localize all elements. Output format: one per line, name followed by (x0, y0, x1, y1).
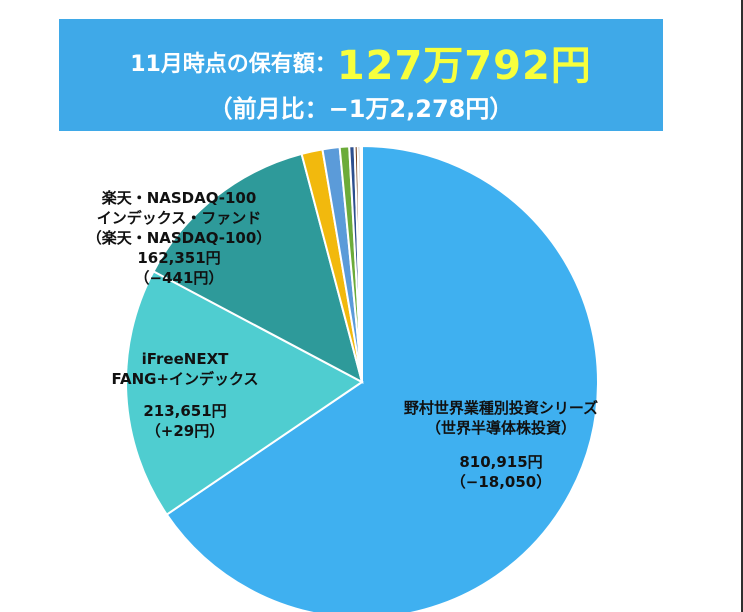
title-banner: 11月時点の保有額：127万792円 （前月比：−1万2,278円） (59, 19, 663, 131)
label-nomura-change: （−18,050） (450, 473, 552, 491)
label-rakuten-value: 162,351円 (137, 249, 221, 267)
label-nomura-line1: 野村世界業種別投資シリーズ (403, 399, 599, 417)
pie-slice-2 (152, 152, 364, 384)
label-ifree-line2: FANG+インデックス (111, 370, 259, 388)
right-border (741, 0, 743, 612)
title-label: 11月時点の保有額： (130, 52, 337, 77)
label-rakuten: 楽天・NASDAQ-100 インデックス・ファンド （楽天・NASDAQ-100… (70, 188, 288, 288)
label-ifree-change: （+29円） (145, 422, 225, 440)
total-amount: 127万792円 (336, 43, 592, 89)
label-nomura-line2: （世界半導体株投資） (425, 419, 576, 437)
monthly-change: （前月比：−1万2,278円） (208, 95, 514, 123)
label-ifree-line1: iFreeNEXT (141, 350, 229, 368)
label-ifree-value: 213,651円 (143, 402, 227, 420)
pie-slice-9 (359, 144, 363, 383)
label-ifree: iFreeNEXT FANG+インデックス 213,651円 （+29円） (95, 349, 275, 441)
pie-slice-1 (125, 270, 364, 516)
label-rakuten-line3: （楽天・NASDAQ-100） (86, 229, 272, 247)
pie-slice-0 (165, 144, 600, 612)
label-rakuten-change: （−441円） (134, 269, 224, 287)
label-nomura: 野村世界業種別投資シリーズ （世界半導体株投資） 810,915円 （−18,0… (380, 398, 622, 492)
label-rakuten-line1: 楽天・NASDAQ-100 (101, 189, 257, 207)
label-nomura-value: 810,915円 (459, 453, 543, 471)
title-line: 11月時点の保有額：127万792円 (59, 33, 663, 89)
label-rakuten-line2: インデックス・ファンド (96, 209, 262, 227)
